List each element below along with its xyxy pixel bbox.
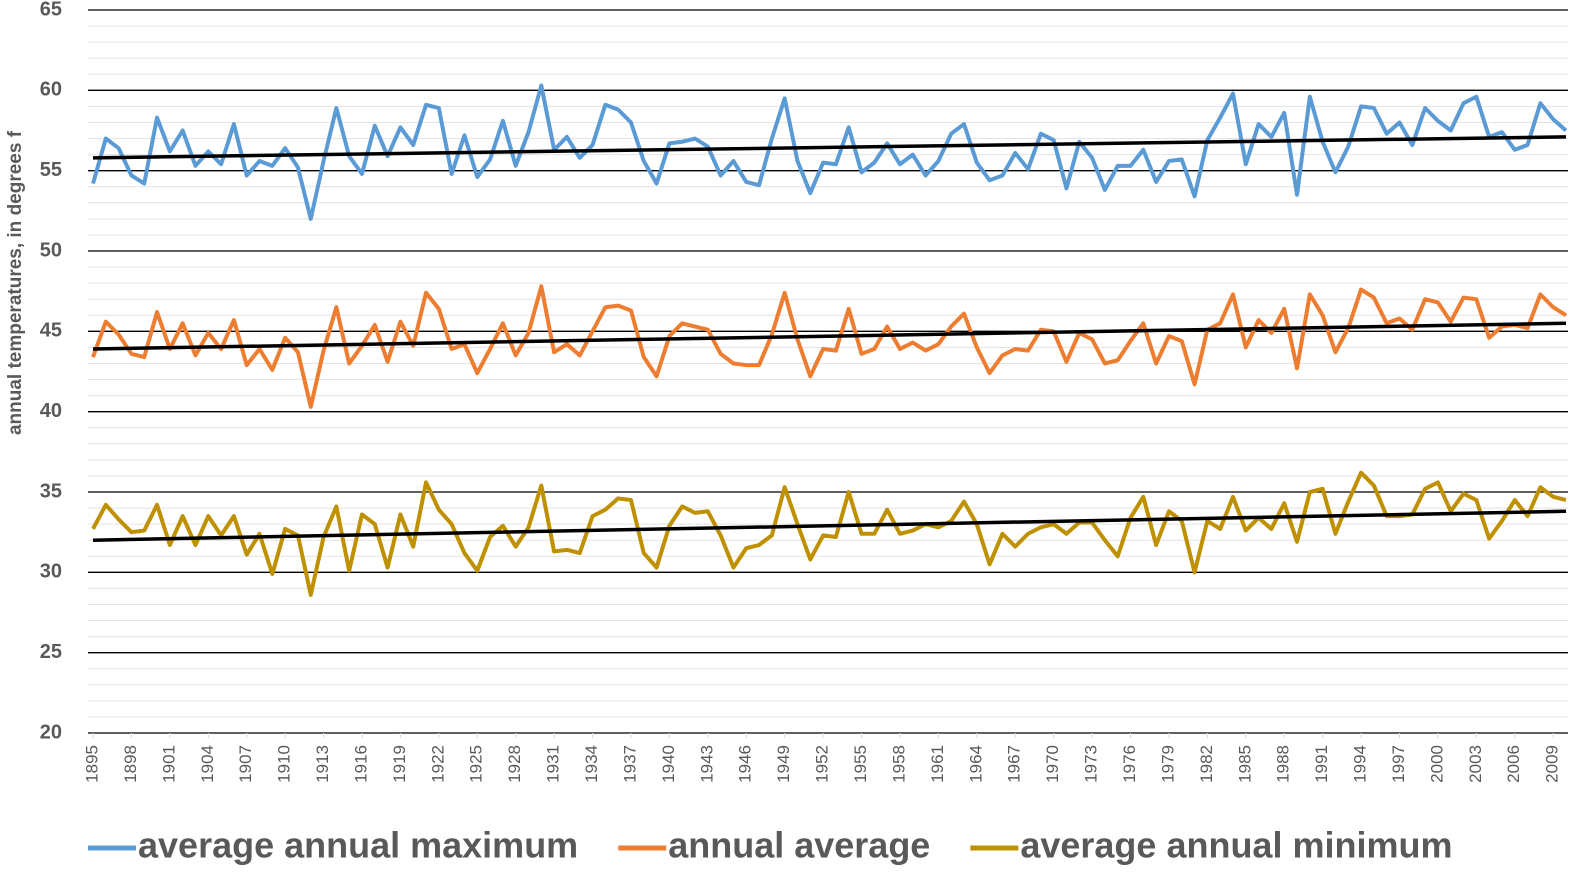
x-tick-label: 1919 [390, 745, 409, 783]
x-tick-label: 2009 [1543, 745, 1562, 783]
x-tick-label: 1922 [428, 745, 447, 783]
x-tick-label: 1916 [351, 745, 370, 783]
x-tick-label: 1961 [928, 745, 947, 783]
x-tick-label: 1928 [505, 745, 524, 783]
x-tick-label: 1973 [1082, 745, 1101, 783]
trend-line [92, 321, 1567, 351]
x-tick-label: 1934 [582, 745, 601, 783]
legend-label: average annual maximum [138, 825, 578, 866]
x-tick-label: 1910 [275, 745, 294, 783]
x-tick-label: 1964 [966, 745, 985, 783]
x-tick-label: 1907 [236, 745, 255, 783]
x-tick-label: 1979 [1158, 745, 1177, 783]
x-tick-label: 1991 [1312, 745, 1331, 783]
y-tick-label: 30 [40, 561, 62, 583]
x-tick-label: 1958 [889, 745, 908, 783]
series-line [91, 284, 1568, 409]
y-tick-label: 25 [40, 641, 62, 663]
legend-label: average annual minimum [1020, 825, 1452, 866]
series-line [91, 83, 1568, 221]
x-tick-label: 2006 [1504, 745, 1523, 783]
x-tick-label: 2000 [1427, 745, 1446, 783]
y-tick-label: 20 [40, 721, 62, 743]
y-tick-label: 45 [40, 320, 62, 342]
x-tick-label: 1904 [198, 745, 217, 783]
x-tick-label: 1952 [813, 745, 832, 783]
legend-label: annual average [668, 825, 930, 866]
x-tick-label: 1931 [544, 745, 563, 783]
y-tick-label: 60 [40, 79, 62, 101]
x-tick-label: 1997 [1389, 745, 1408, 783]
y-tick-label: 65 [40, 0, 62, 20]
x-tick-label: 1913 [313, 745, 332, 783]
x-tick-label: 1976 [1120, 745, 1139, 783]
x-tick-label: 1955 [851, 745, 870, 783]
x-tick-label: 1940 [659, 745, 678, 783]
x-tick-label: 1901 [159, 745, 178, 783]
x-tick-label: 1898 [121, 745, 140, 783]
x-tick-label: 1967 [1005, 745, 1024, 783]
series-line [91, 470, 1567, 597]
y-tick-label: 50 [40, 239, 62, 261]
x-tick-label: 1943 [697, 745, 716, 783]
y-tick-label: 55 [40, 159, 62, 181]
x-tick-label: 1937 [620, 745, 639, 783]
x-tick-label: 1949 [774, 745, 793, 783]
x-tick-label: 1985 [1235, 745, 1254, 783]
x-tick-label: 1946 [736, 745, 755, 783]
x-tick-label: 1994 [1351, 745, 1370, 783]
x-tick-label: 1988 [1274, 745, 1293, 783]
y-tick-label: 40 [40, 400, 62, 422]
trend-line [92, 509, 1567, 542]
y-tick-label: 35 [40, 480, 62, 502]
y-axis-title: annual temperatures, in degrees f [5, 130, 26, 435]
x-tick-label: 2003 [1466, 745, 1485, 783]
x-tick-label: 1982 [1197, 745, 1216, 783]
x-tick-label: 1895 [82, 745, 101, 783]
x-tick-label: 1970 [1043, 745, 1062, 783]
x-tick-label: 1925 [467, 745, 486, 783]
trend-line [92, 135, 1567, 160]
